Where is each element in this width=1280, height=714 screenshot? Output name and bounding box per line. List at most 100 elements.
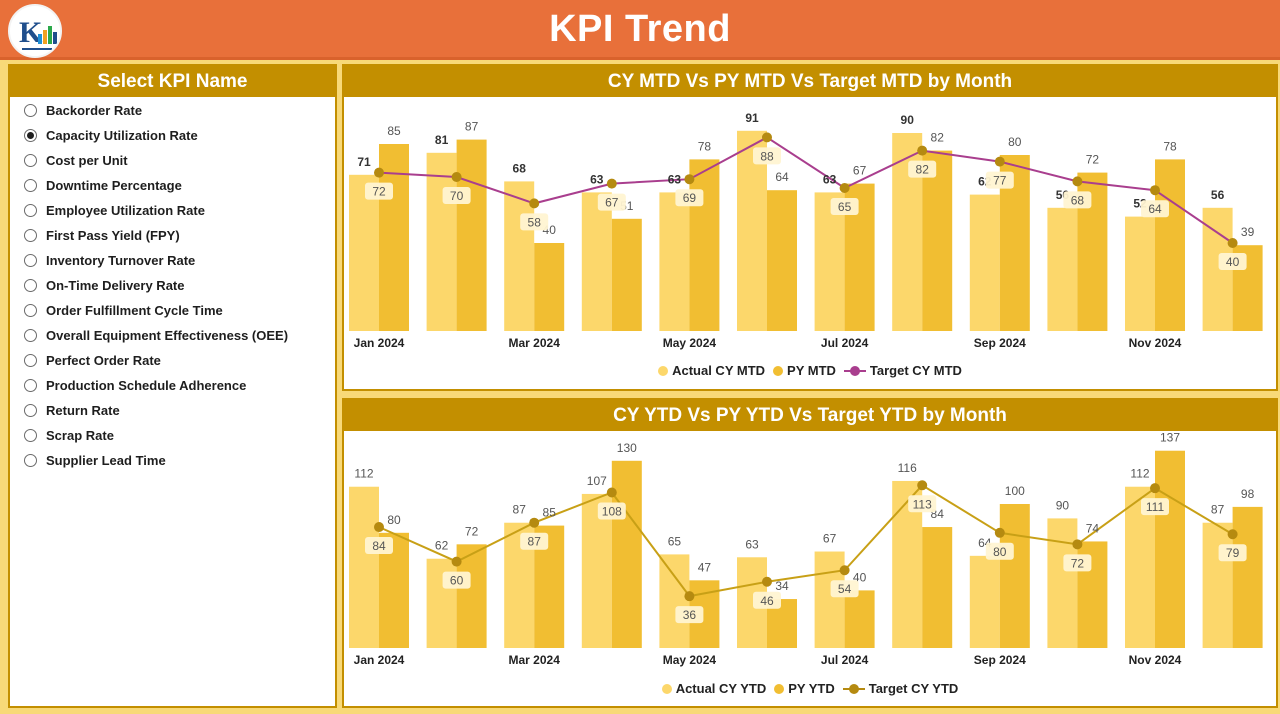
radio-button[interactable] [24,453,37,467]
bar-py[interactable] [456,139,487,331]
bar-actual[interactable] [814,192,845,331]
bar-actual[interactable] [581,192,612,331]
bar-py[interactable] [534,243,565,331]
data-label-target: 79 [1226,546,1240,560]
bar-py[interactable] [844,590,875,648]
bar-py[interactable] [689,159,720,331]
target-marker[interactable] [917,145,928,156]
kpi-option[interactable]: Supplier Lead Time [24,449,166,471]
kpi-option[interactable]: Scrap Rate [24,424,114,446]
bar-py[interactable] [379,144,409,331]
target-marker[interactable] [1227,529,1238,540]
bar-actual[interactable] [1047,518,1078,648]
target-marker[interactable] [839,183,850,193]
target-marker[interactable] [839,565,850,576]
data-label-py: 130 [617,441,637,455]
target-marker[interactable] [1150,185,1160,196]
bar-actual[interactable] [349,486,379,648]
target-marker[interactable] [606,178,617,189]
kpi-option[interactable]: Order Fulfillment Cycle Time [24,299,223,321]
radio-button[interactable] [24,178,37,192]
radio-button[interactable] [24,303,37,317]
radio-button[interactable] [24,328,37,342]
radio-button[interactable] [24,228,37,242]
bar-actual[interactable] [1047,207,1078,331]
kpi-option[interactable]: Production Schedule Adherence [24,374,246,396]
target-marker[interactable] [994,156,1005,167]
target-marker[interactable] [762,132,772,143]
bar-py[interactable] [1155,159,1185,331]
bar-actual[interactable] [969,194,1000,331]
target-marker[interactable] [606,487,617,498]
data-label-py: 87 [465,120,479,134]
radio-button[interactable] [24,128,37,142]
kpi-option[interactable]: Backorder Rate [24,99,142,121]
legend-item-py-ytd[interactable]: PY YTD [774,681,835,696]
legend-item-actual-cy-ytd[interactable]: Actual CY YTD [661,681,766,696]
radio-button[interactable] [24,378,37,392]
bar-py[interactable] [922,527,953,648]
radio-button[interactable] [24,353,37,367]
legend-item-target-cy-ytd[interactable]: Target CY YTD [842,681,958,696]
bar-actual[interactable] [969,555,1000,648]
data-label-actual: 63 [745,537,759,551]
bar-actual[interactable] [659,192,690,331]
bar-actual[interactable] [349,174,379,331]
bar-py[interactable] [611,218,642,331]
kpi-option[interactable]: First Pass Yield (FPY) [24,224,180,246]
target-marker[interactable] [1150,483,1160,494]
radio-button[interactable] [24,103,37,117]
target-marker[interactable] [994,527,1005,538]
kpi-option[interactable]: On-Time Delivery Rate [24,274,184,296]
kpi-option[interactable]: Perfect Order Rate [24,349,161,371]
radio-button[interactable] [24,428,37,442]
kpi-option[interactable]: Downtime Percentage [24,174,182,196]
bar-py[interactable] [999,504,1030,648]
bar-actual[interactable] [1125,216,1155,331]
legend-item-py-mtd[interactable]: PY MTD [773,363,836,378]
radio-button[interactable] [24,278,37,292]
radio-button[interactable] [24,153,37,167]
target-marker[interactable] [917,480,928,491]
kpi-option[interactable]: Return Rate [24,399,120,421]
data-label-py: 137 [1160,431,1180,445]
radio-button[interactable] [24,203,37,217]
target-marker[interactable] [374,167,384,178]
data-label-target-box [520,532,549,550]
target-marker[interactable] [1072,539,1083,550]
target-marker[interactable] [1227,238,1238,248]
kpi-option[interactable]: Employee Utilization Rate [24,199,205,221]
bar-actual[interactable] [659,554,690,648]
data-label-py: 80 [387,513,401,527]
target-marker[interactable] [684,591,695,602]
target-marker[interactable] [529,198,540,209]
target-marker[interactable] [451,172,462,182]
bar-py[interactable] [611,460,642,648]
target-marker[interactable] [374,522,384,533]
target-marker[interactable] [529,517,540,528]
radio-button[interactable] [24,403,37,417]
target-marker[interactable] [684,174,695,185]
target-marker[interactable] [1072,176,1083,187]
bar-py[interactable] [767,190,797,331]
kpi-option[interactable]: Inventory Turnover Rate [24,249,195,271]
kpi-option[interactable]: Overall Equipment Effectiveness (OEE) [24,324,288,346]
bar-py[interactable] [1232,506,1263,648]
kpi-option-label: Order Fulfillment Cycle Time [46,302,223,318]
bar-actual[interactable] [1202,522,1233,648]
bar-py[interactable] [1155,450,1185,648]
bar-actual[interactable] [504,181,535,331]
bar-py[interactable] [922,150,953,331]
page-title: KPI Trend [549,8,731,50]
legend-item-actual-cy-mtd[interactable]: Actual CY MTD [658,363,765,378]
bar-py[interactable] [456,544,487,648]
bar-actual[interactable] [814,551,845,648]
target-marker[interactable] [762,576,772,587]
kpi-option[interactable]: Cost per Unit [24,149,128,171]
bar-actual[interactable] [426,152,457,331]
radio-button[interactable] [24,253,37,267]
target-marker[interactable] [451,556,462,567]
bar-actual[interactable] [581,493,612,648]
kpi-option[interactable]: Capacity Utilization Rate [24,124,198,146]
legend-item-target-cy-mtd[interactable]: Target CY MTD [843,363,962,378]
